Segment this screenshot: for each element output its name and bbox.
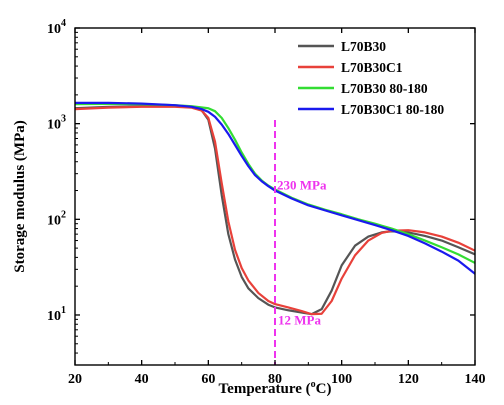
y-tick-label: 103 xyxy=(47,114,66,133)
x-tick-label: 100 xyxy=(331,372,352,387)
y-tick-label: 104 xyxy=(47,18,66,37)
x-tick-label: 20 xyxy=(68,372,82,387)
x-tick-label: 80 xyxy=(268,372,282,387)
y-axis: 101 102 103 104 xyxy=(47,18,475,354)
y-tick-label: 102 xyxy=(47,209,66,228)
legend-label-1: L70B30 xyxy=(341,39,386,54)
y-tick-label: 101 xyxy=(47,305,66,324)
x-axis-title-unit: C) xyxy=(316,381,332,397)
plot-frame xyxy=(74,27,476,366)
x-tick-label: 40 xyxy=(135,372,149,387)
legend-label-2: L70B30C1 xyxy=(341,60,403,75)
x-axis-title-sup: o xyxy=(311,379,316,390)
series-line-4 xyxy=(75,101,475,275)
x-axis-title: Temperature (oC) xyxy=(219,379,332,397)
annotation-layer: 230 MPa 12 MPa xyxy=(277,178,327,328)
x-axis-title-main: Temperature ( xyxy=(219,381,311,397)
legend-label-4: L70B30C1 80-180 xyxy=(341,102,444,117)
legend: L70B30 L70B30C1 L70B30 80-180 L70B30C1 80-1… xyxy=(298,39,444,117)
x-tick-label: 120 xyxy=(398,372,419,387)
x-axis: 20 40 60 80 100 120 140 xyxy=(68,28,486,387)
annotation-2: 12 MPa xyxy=(278,312,321,327)
legend-label-3: L70B30 80-180 xyxy=(341,81,428,96)
y-axis-title: Storage modulus (MPa) xyxy=(12,120,28,273)
annotation-1: 230 MPa xyxy=(277,178,327,193)
x-tick-label: 140 xyxy=(465,372,486,387)
x-tick-label: 60 xyxy=(201,372,215,387)
